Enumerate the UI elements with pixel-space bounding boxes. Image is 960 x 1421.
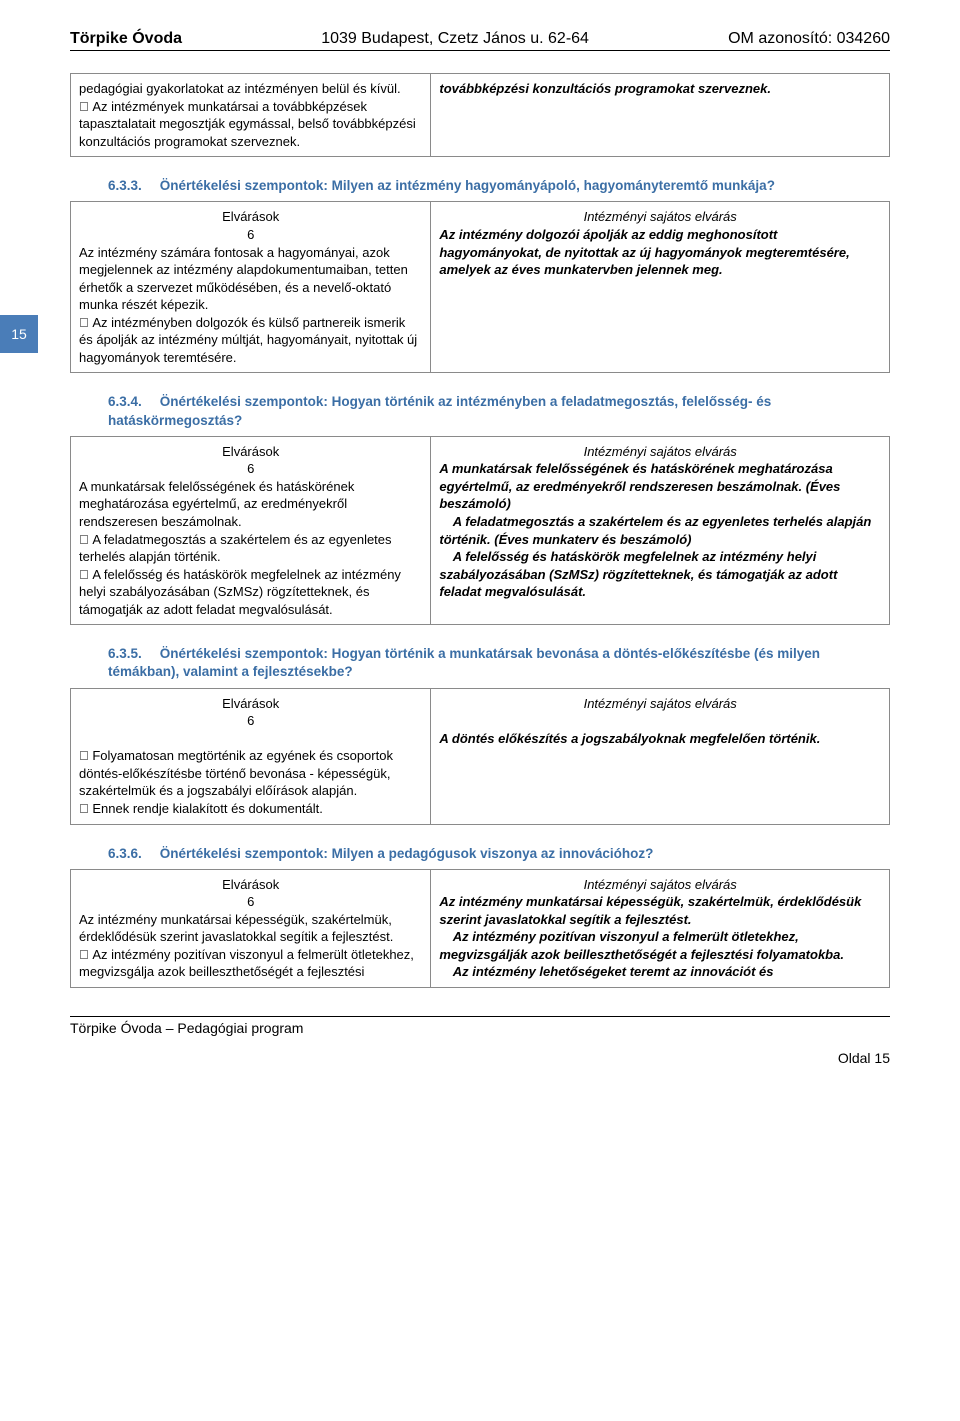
top-right-cell: továbbképzési konzultációs programokat s… [431,74,890,157]
section-title: Önértékelési szempontok: Hogyan történik… [108,394,771,427]
top-continuation-table: pedagógiai gyakorlatokat az intézményen … [70,73,890,157]
section-number: 6.3.4. [108,394,142,409]
section-left-cell: Elvárások6Az intézmény számára fontosak … [71,202,431,373]
section-left-cell: Elvárások6Az intézmény munkatársai képes… [71,869,431,987]
section-table: Elvárások6Az intézmény munkatársai képes… [70,869,890,988]
section-heading: 6.3.3. Önértékelési szempontok: Milyen az… [108,177,890,195]
page-header: Törpike Óvoda 1039 Budapest, Czetz János… [70,30,890,51]
footer-right: Oldal 15 [70,1036,890,1066]
section-table: Elvárások6Az intézmény számára fontosak … [70,201,890,373]
section-table: Elvárások6A munkatársak felelősségének é… [70,436,890,625]
page-side-tab: 15 [0,315,38,353]
section-title: Önértékelési szempontok: Milyen az intéz… [160,178,775,193]
top-left-cell: pedagógiai gyakorlatokat az intézményen … [71,74,431,157]
header-mid: 1039 Budapest, Czetz János u. 62-64 [321,30,589,48]
header-right: OM azonosító: 034260 [728,30,890,48]
section-right-cell: Intézményi sajátos elvárásA döntés előké… [431,688,890,824]
header-left: Törpike Óvoda [70,30,182,48]
section-heading: 6.3.5.Önértékelési szempontok: Hogyan tö… [108,645,890,681]
section-title: Önértékelési szempontok: Milyen a pedagó… [160,846,654,861]
section-number: 6.3.5. [108,646,142,661]
section-right-cell: Intézményi sajátos elvárásA munkatársak … [431,436,890,624]
section-left-cell: Elvárások6 Folyamatosan megtörténik az … [71,688,431,824]
section-table: Elvárások6 Folyamatosan megtörténik az … [70,688,890,825]
section-title: Önértékelési szempontok: Hogyan történik… [108,646,820,679]
section-heading: 6.3.6. Önértékelési szempontok: Milyen a … [108,845,890,863]
section-heading: 6.3.4.Önértékelési szempontok: Hogyan tö… [108,393,890,429]
footer-left: Törpike Óvoda – Pedagógiai program [70,1020,303,1036]
section-number: 6.3.6. [108,846,142,861]
section-right-cell: Intézményi sajátos elvárásAz intézmény d… [431,202,890,373]
section-right-cell: Intézményi sajátos elvárásAz intézmény m… [431,869,890,987]
side-tab-number: 15 [11,326,27,342]
section-number: 6.3.3. [108,178,142,193]
section-left-cell: Elvárások6A munkatársak felelősségének é… [71,436,431,624]
page-footer: Törpike Óvoda – Pedagógiai program [70,1016,890,1036]
